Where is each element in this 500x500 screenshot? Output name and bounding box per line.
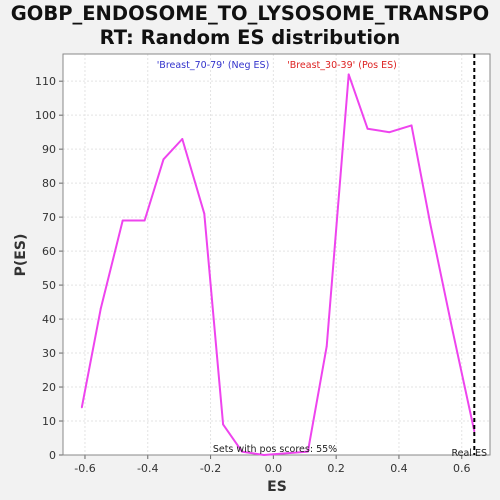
x-tick-label: -0.4	[137, 462, 158, 475]
data-point	[451, 328, 454, 331]
data-point	[162, 158, 165, 161]
grid-lines	[63, 54, 490, 456]
y-tick-label: 20	[42, 381, 56, 394]
data-point	[325, 345, 328, 348]
data-point	[429, 223, 432, 225]
y-tick-label: 50	[42, 279, 56, 292]
data-point	[203, 212, 206, 215]
data-point	[347, 73, 350, 76]
x-tick-label: -0.6	[74, 462, 95, 475]
y-tick-label: 0	[49, 449, 56, 462]
pos-scores-annotation: Sets with pos scores: 55%	[213, 444, 337, 455]
series-layer	[80, 73, 476, 456]
data-point	[388, 131, 391, 134]
y-axis-ticks: 0 10 20 30 40 50 60 70 80 90 100 110	[35, 75, 63, 462]
y-tick-label: 10	[42, 415, 56, 428]
data-point	[306, 450, 309, 453]
data-point	[80, 406, 83, 409]
data-point	[241, 450, 243, 453]
y-tick-label: 60	[42, 245, 56, 258]
y-tick-label: 70	[42, 211, 56, 224]
y-tick-label: 40	[42, 313, 56, 326]
legend-pos-label: 'Breast_30-39' (Pos ES)	[287, 60, 397, 71]
data-point	[263, 454, 265, 456]
data-point	[181, 138, 184, 140]
x-axis-ticks: -0.6 -0.4 -0.2 0.0 0.2 0.4 0.6	[74, 455, 470, 475]
y-tick-label: 100	[35, 109, 56, 122]
legend-neg-label: 'Breast_70-79' (Neg ES)	[157, 60, 270, 71]
y-tick-label: 80	[42, 177, 56, 190]
x-tick-label: 0.2	[327, 462, 345, 475]
data-point	[410, 124, 413, 127]
x-tick-label: -0.2	[200, 462, 221, 475]
data-point	[121, 219, 124, 222]
title-line-1: GOBP_ENDOSOME_TO_LYSOSOME_TRANSPO	[11, 2, 489, 25]
y-tick-label: 110	[35, 75, 56, 88]
x-tick-label: 0.0	[265, 462, 283, 475]
data-point	[99, 307, 102, 310]
data-point	[366, 127, 369, 130]
y-tick-label: 90	[42, 143, 56, 156]
plot-area	[63, 54, 490, 455]
data-point	[222, 423, 225, 426]
x-axis-label: ES	[267, 479, 287, 495]
x-tick-label: 0.4	[390, 462, 408, 475]
data-point	[143, 219, 146, 222]
y-tick-label: 30	[42, 347, 56, 360]
real-es-label: Real ES	[451, 448, 487, 459]
data-point	[473, 430, 476, 433]
title-line-2: RT: Random ES distribution	[100, 26, 401, 49]
y-axis-label: P(ES)	[13, 234, 29, 277]
x-tick-label: 0.6	[453, 462, 471, 475]
